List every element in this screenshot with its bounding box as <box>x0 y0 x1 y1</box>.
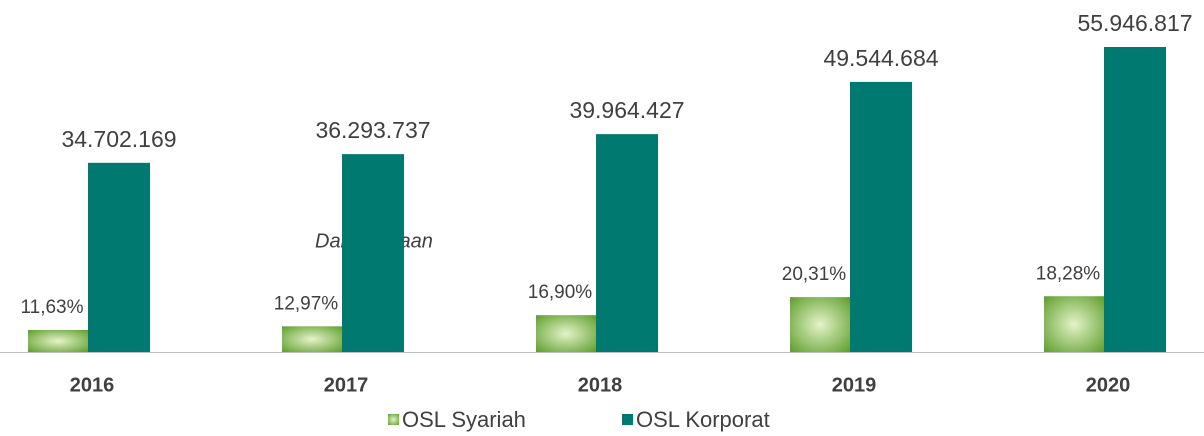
legend-swatch <box>388 414 399 425</box>
data-label: 18,28% <box>1036 263 1101 284</box>
bar <box>1044 296 1104 352</box>
data-label: 12,97% <box>274 293 339 314</box>
data-label: 16,90% <box>528 282 593 303</box>
data-label: 36.293.737 <box>315 117 430 143</box>
legend-label: OSL Syariah <box>402 407 526 432</box>
bar <box>342 154 404 352</box>
legend-swatch <box>622 414 633 425</box>
legend-label: OSL Korporat <box>636 407 770 432</box>
x-tick-label: 2020 <box>1086 374 1131 396</box>
data-label: 34.702.169 <box>61 126 176 152</box>
bar <box>28 329 88 352</box>
bar <box>536 315 596 352</box>
x-tick-label: 2016 <box>70 374 115 396</box>
data-label: 55.946.817 <box>1077 10 1192 36</box>
bar <box>596 134 658 352</box>
data-label: 39.964.427 <box>569 97 684 123</box>
bar <box>1104 47 1166 352</box>
data-label: 20,31% <box>782 264 847 285</box>
x-tick-label: 2019 <box>832 374 877 396</box>
bar <box>282 326 342 352</box>
x-tick-label: 2018 <box>578 374 623 396</box>
data-label: 11,63% <box>20 297 83 318</box>
bar <box>88 162 150 352</box>
data-label: 49.544.684 <box>823 45 938 71</box>
x-tick-label: 2017 <box>324 374 369 396</box>
bar <box>850 81 912 352</box>
bar <box>790 297 850 352</box>
